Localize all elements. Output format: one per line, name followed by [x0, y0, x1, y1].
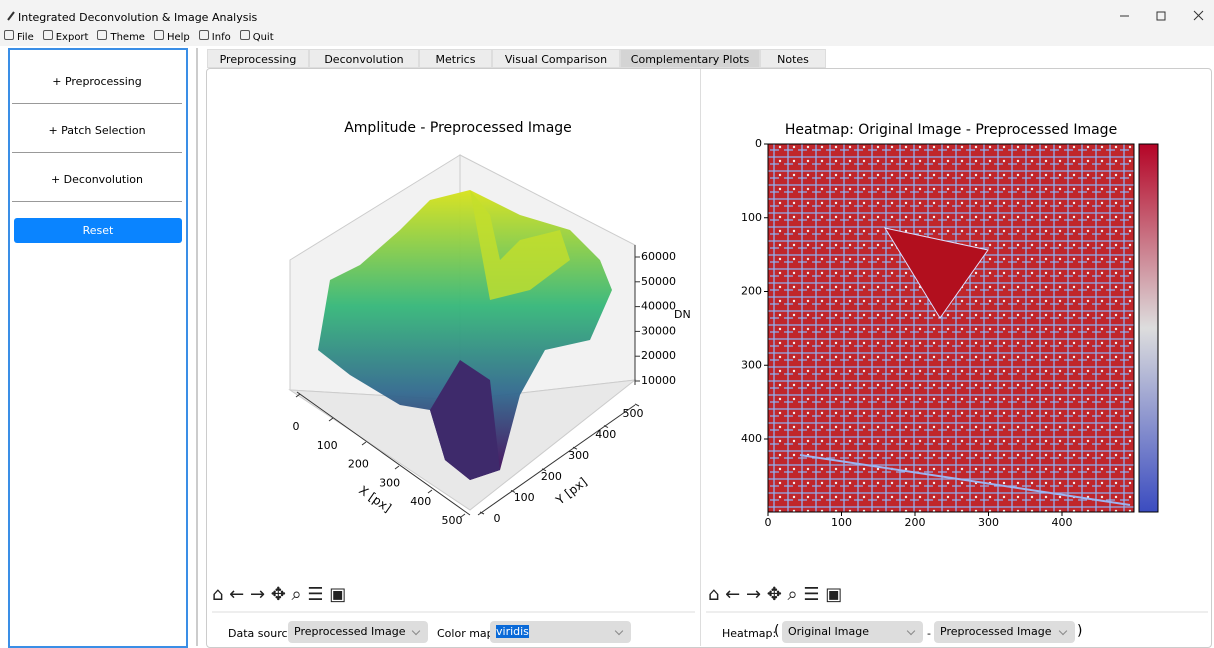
y-tick-label: 0 — [494, 512, 501, 525]
y-tick-label: 300 — [741, 358, 762, 371]
tab[interactable]: Complementary Plots — [620, 49, 760, 68]
tab[interactable]: Visual Comparison — [492, 49, 620, 68]
tab[interactable]: Preprocessing — [207, 49, 309, 68]
tick-mark — [362, 442, 366, 445]
tick-mark — [329, 418, 333, 421]
y-tick-label: 500 — [623, 407, 644, 420]
tick-mark — [395, 466, 399, 469]
y-tick-label: 0 — [755, 137, 762, 150]
z-tick-label: 20000 — [641, 349, 676, 362]
app: Integrated Deconvolution & Image Analysi… — [0, 0, 1214, 646]
tab[interactable]: Metrics — [419, 49, 492, 68]
x-tick-label: 300 — [978, 516, 999, 529]
second-combo[interactable]: Preprocessed Image — [934, 621, 1075, 643]
x-tick-label: 0 — [293, 420, 300, 433]
x-tick-label: 400 — [1052, 516, 1073, 529]
dash: - — [927, 627, 931, 640]
x-tick-label: 200 — [905, 516, 926, 529]
x-tick-label: 400 — [410, 495, 431, 508]
z-tick-label: 10000 — [641, 374, 676, 387]
data-source-combo[interactable]: Preprocessed Image — [288, 621, 428, 643]
x-tick-label: 500 — [442, 514, 463, 527]
selected-text: viridis — [496, 625, 529, 638]
x-tick-label: 100 — [831, 516, 852, 529]
y-tick-label: 300 — [568, 449, 589, 462]
y-tick-label: 200 — [741, 285, 762, 298]
plots: ⌂ ← → ✥ ⌕ ☰ ▣ ⌂ ← → ✥ ⌕ ☰ ▣ Amplitude - … — [0, 0, 1214, 646]
paren: ) — [1077, 623, 1082, 639]
x-tick-label: 200 — [348, 458, 369, 471]
tick-mark — [635, 404, 639, 406]
z-tick-label: 30000 — [641, 324, 676, 337]
z-axis-label: DN — [674, 308, 691, 321]
z-tick-label: 50000 — [641, 275, 676, 288]
colorbar — [1139, 144, 1158, 512]
toolbar[interactable]: ⌂ ← → ✥ ⌕ ☰ ▣ — [708, 584, 842, 605]
tab[interactable]: Notes — [760, 49, 826, 68]
y-tick-label: 400 — [741, 432, 762, 445]
paren: ( — [774, 623, 779, 639]
z-tick-label: 40000 — [641, 300, 676, 313]
color-map-combo[interactable]: viridis — [490, 621, 631, 643]
plot-title: Amplitude - Preprocessed Image — [344, 120, 572, 136]
x-tick-label: 100 — [317, 439, 338, 452]
y-tick-label: 200 — [541, 470, 562, 483]
heatmap-image — [768, 144, 1134, 512]
tick-mark — [428, 490, 432, 493]
x-tick-label: 0 — [765, 516, 772, 529]
y-tick-label: 400 — [595, 428, 616, 441]
label: Heatmap: — [722, 627, 776, 640]
plot-title: Heatmap: Original Image - Preprocessed I… — [785, 122, 1117, 138]
page: {"window":{"title":"Integrated Deconvolu… — [0, 0, 1214, 646]
tab[interactable]: Deconvolution — [309, 49, 419, 68]
y-tick-label: 100 — [514, 491, 535, 504]
x-tick-label: 300 — [379, 476, 400, 489]
toolbar-icons: ⌂ ← → ✥ ⌕ ☰ ▣ ⌂ ← → ✥ ⌕ ☰ ▣ — [212, 584, 842, 605]
y-tick-label: 100 — [741, 211, 762, 224]
first-combo[interactable]: Original Image — [782, 621, 923, 643]
label: Color map: — [437, 627, 497, 640]
toolbar[interactable]: ⌂ ← → ✥ ⌕ ☰ ▣ — [212, 584, 346, 605]
z-tick-label: 60000 — [641, 250, 676, 263]
